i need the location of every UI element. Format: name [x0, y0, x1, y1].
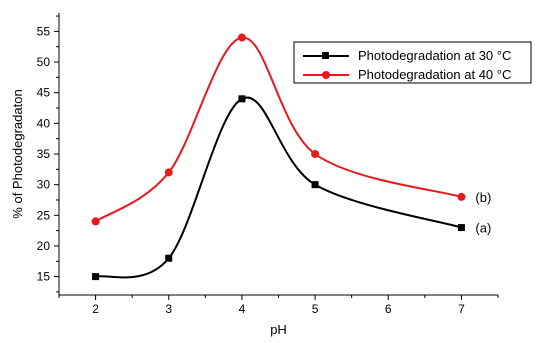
- series-layer: (a) (b): [91, 33, 491, 281]
- y-tick-label: 55: [37, 24, 51, 38]
- y-tick-label: 20: [37, 239, 51, 253]
- x-tick-label: 3: [165, 302, 172, 316]
- y-tick-label: 45: [37, 86, 51, 100]
- x-tick-label: 5: [312, 302, 319, 316]
- legend-marker-30c: [322, 52, 329, 59]
- data-point-40c: [457, 192, 466, 201]
- data-point-30c: [238, 95, 246, 103]
- data-point-30c: [92, 273, 100, 281]
- y-axis-label: % of Photodegradaton: [10, 89, 25, 218]
- series-line-30c: [95, 96, 462, 279]
- data-point-30c: [311, 181, 319, 189]
- y-tick-label: 40: [37, 116, 51, 130]
- legend-marker-40c: [322, 71, 330, 79]
- x-tick-label: 4: [239, 302, 246, 316]
- data-point-30c: [165, 254, 173, 262]
- data-point-40c: [237, 33, 246, 42]
- series-40c: (b): [91, 33, 491, 226]
- x-tick-label: 6: [385, 302, 392, 316]
- series-30c: (a): [92, 95, 491, 281]
- legend: Photodegradation at 30 °C Photodegradati…: [293, 41, 532, 84]
- legend-box: [293, 41, 532, 84]
- y-tick-label: 35: [37, 147, 51, 161]
- data-point-30c: [457, 224, 465, 232]
- x-axis-label: pH: [270, 322, 287, 337]
- curve-label-30c: (a): [475, 221, 491, 236]
- x-tick-label: 2: [92, 302, 99, 316]
- y-tick-label: 50: [37, 55, 51, 69]
- legend-label-40c: Photodegradation at 40 °C: [358, 67, 511, 82]
- y-tick-label: 30: [37, 178, 51, 192]
- y-tick-label: 25: [37, 208, 51, 222]
- curve-label-40c: (b): [475, 190, 491, 205]
- y-tick-label: 15: [37, 270, 51, 284]
- legend-label-30c: Photodegradation at 30 °C: [358, 48, 511, 63]
- x-tick-label: 7: [458, 302, 465, 316]
- data-point-40c: [164, 168, 173, 177]
- data-point-40c: [91, 217, 100, 226]
- data-point-40c: [311, 150, 320, 158]
